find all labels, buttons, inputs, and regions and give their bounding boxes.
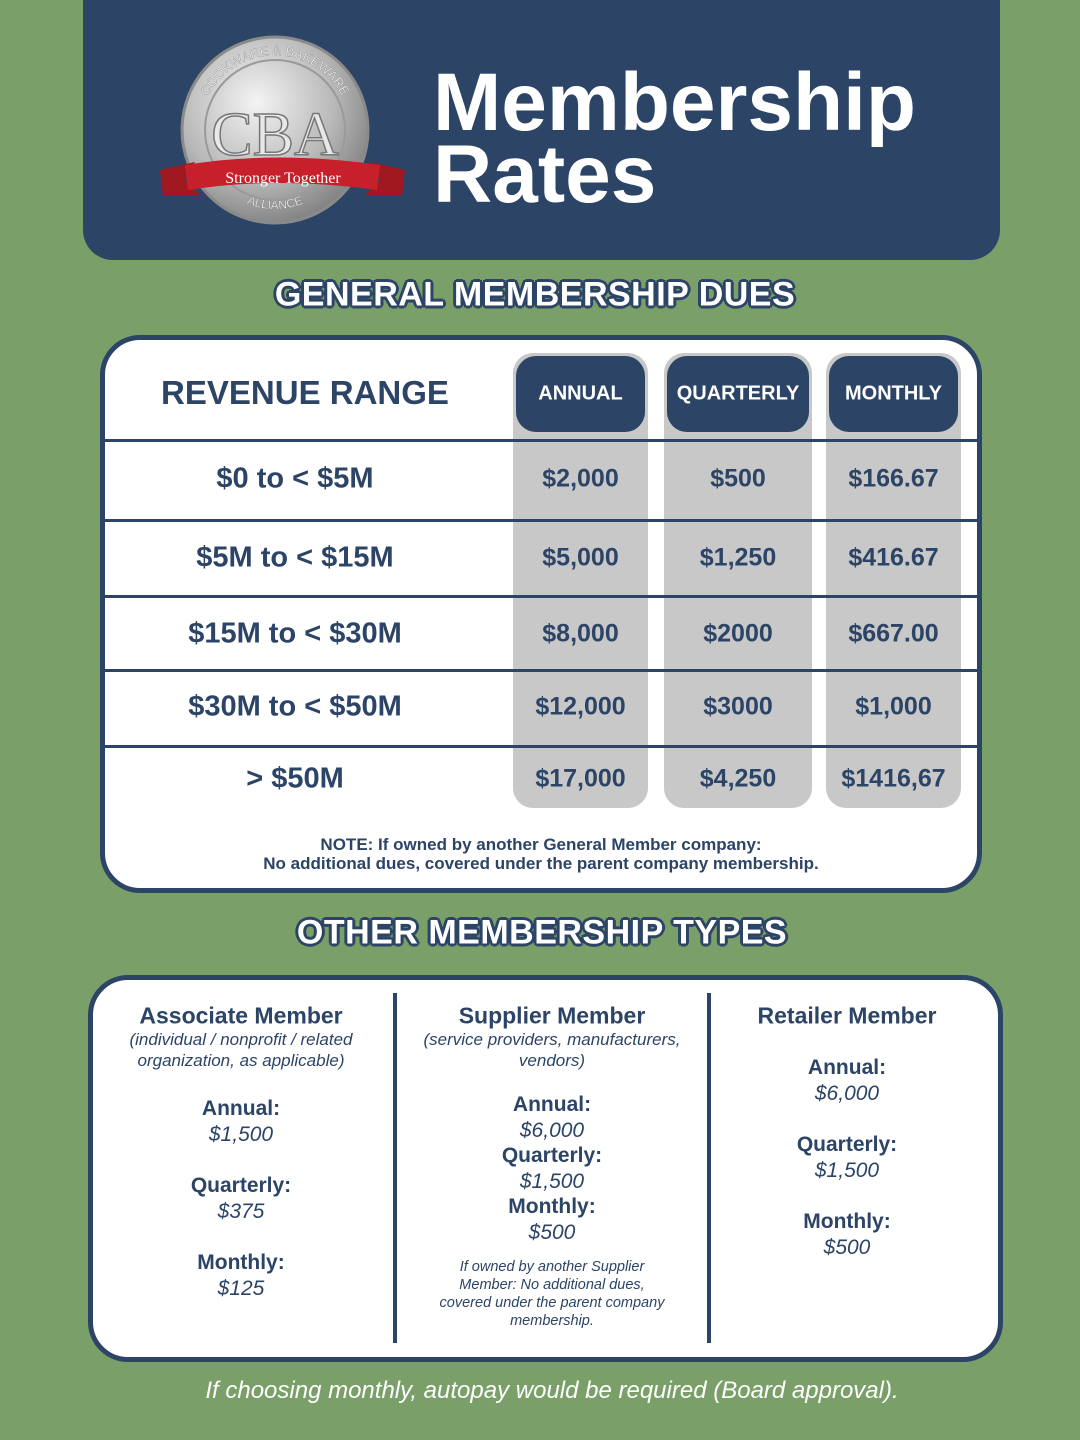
- rate-value: $1416,67: [841, 764, 946, 793]
- revenue-range: $0 to < $5M: [216, 462, 374, 495]
- column-header-pill: [829, 356, 958, 432]
- rate-value: $3000: [703, 692, 773, 721]
- rate-label: Quarterly:: [796, 1133, 898, 1156]
- rate-value: $6,000: [814, 1082, 880, 1105]
- logo-arc-bottom: ALLIANCE: [246, 193, 305, 212]
- logo-ribbon-text: Stronger Together: [225, 170, 341, 187]
- rate-value: $500: [710, 464, 766, 493]
- member-type-description: (service providers, manufacturers, vendo…: [423, 1030, 681, 1070]
- other-heading: OTHER MEMBERSHIP TYPES: [296, 913, 788, 952]
- member-type-description: (individual / nonprofit / related organi…: [129, 1030, 353, 1070]
- rate-value: $125: [217, 1277, 265, 1300]
- revenue-range: $5M to < $15M: [196, 541, 394, 574]
- rate-label: Quarterly:: [190, 1174, 292, 1197]
- divider: [707, 993, 711, 1343]
- column-header: QUARTERLY: [676, 382, 800, 405]
- table-note: NOTE: If owned by another General Member…: [320, 835, 762, 854]
- row-separator: [103, 594, 980, 598]
- rate-value: $5,000: [542, 543, 619, 572]
- rate-label: Annual:: [512, 1093, 592, 1116]
- member-type-name: Retailer Member: [757, 1002, 937, 1029]
- column-header: MONTHLY: [844, 382, 943, 405]
- other-panel: [88, 975, 1003, 1362]
- logo-ribbon: [185, 157, 380, 190]
- rate-value: $8,000: [542, 619, 619, 648]
- rate-value: $1,000: [855, 692, 932, 721]
- rate-value: $12,000: [535, 692, 626, 721]
- rate-value: $500: [528, 1221, 576, 1244]
- footer-note: If choosing monthly, autopay would be re…: [205, 1377, 899, 1404]
- rate-value: $166.67: [848, 464, 939, 493]
- member-type-note: If owned by another Supplier Member: No …: [439, 1259, 665, 1329]
- rate-value: $1,250: [699, 543, 777, 572]
- column-header-pill: [667, 356, 809, 432]
- rate-label: Annual:: [201, 1097, 281, 1120]
- row-separator: [103, 744, 980, 748]
- rate-value: $6,000: [519, 1119, 585, 1142]
- column-header: ANNUAL: [538, 382, 623, 405]
- title-line-1: Membership: [433, 57, 916, 148]
- table-note: No additional dues, covered under the pa…: [263, 854, 819, 873]
- rate-value: $667.00: [848, 619, 939, 648]
- title-line-2: Rates: [433, 129, 657, 220]
- column-header-pill: [516, 356, 645, 432]
- rate-label: Annual:: [807, 1056, 887, 1079]
- column-header: REVENUE RANGE: [161, 374, 449, 411]
- logo-arc-bottom-text: ALLIANCE: [245, 193, 304, 212]
- revenue-range: > $50M: [246, 762, 344, 795]
- general-heading: GENERAL MEMBERSHIP DUES: [274, 275, 796, 314]
- revenue-range: $30M to < $50M: [188, 690, 402, 723]
- rate-value: $17,000: [535, 764, 626, 793]
- row-separator: [103, 668, 980, 672]
- member-type-name: Supplier Member: [458, 1002, 646, 1029]
- revenue-range: $15M to < $30M: [188, 617, 402, 650]
- row-separator: [103, 438, 980, 442]
- row-separator: [103, 518, 980, 522]
- rate-label: Quarterly:: [501, 1144, 603, 1167]
- rate-value: $2,000: [542, 464, 619, 493]
- rate-value: $2000: [703, 619, 773, 648]
- rate-value: $375: [217, 1200, 265, 1223]
- rate-label: Monthly:: [197, 1251, 285, 1274]
- logo: COOKWARE & BAKEWARE CBA Stronger Togethe…: [160, 35, 405, 225]
- rate-label: Monthly:: [508, 1195, 596, 1218]
- rate-label: Monthly:: [803, 1210, 891, 1233]
- divider: [393, 993, 397, 1343]
- rate-value: $416.67: [848, 543, 939, 572]
- rate-value: $500: [823, 1236, 871, 1259]
- rate-value: $4,250: [699, 764, 777, 793]
- rate-value: $1,500: [814, 1159, 880, 1182]
- rate-value: $1,500: [519, 1170, 585, 1193]
- rate-value: $1,500: [208, 1123, 274, 1146]
- member-type-name: Associate Member: [139, 1002, 343, 1029]
